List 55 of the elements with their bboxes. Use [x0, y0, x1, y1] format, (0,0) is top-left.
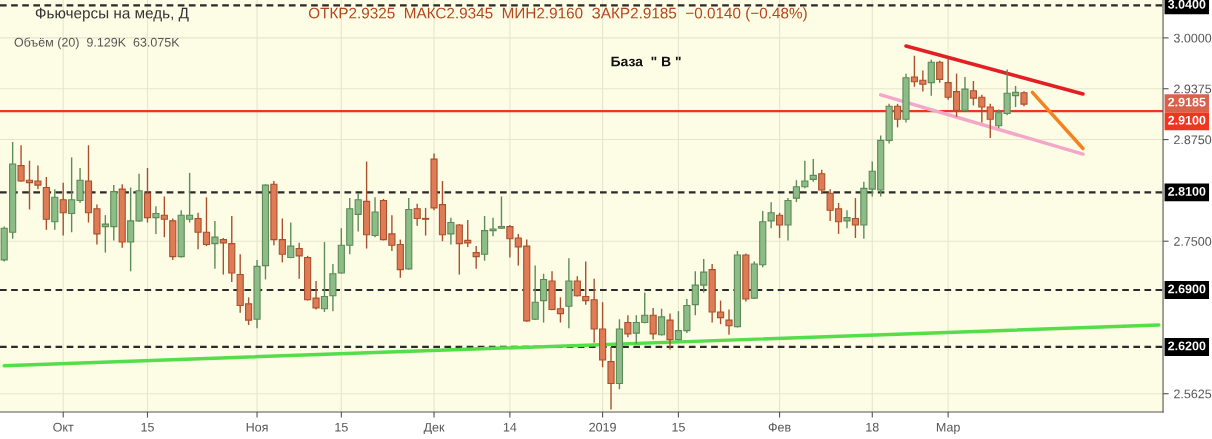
candlestick	[607, 346, 615, 411]
candlestick	[160, 195, 168, 238]
ref-line-label: 2.8100	[1168, 186, 1206, 196]
candlestick	[219, 237, 227, 276]
candlestick	[573, 275, 581, 298]
candlestick	[851, 197, 860, 239]
chart-title: Фьючерсы на медь, Д	[35, 7, 189, 22]
candlestick	[371, 196, 379, 238]
y-tick-label: 2.7500	[1174, 237, 1212, 246]
x-tick-label: Окт	[53, 422, 74, 432]
candlestick	[287, 221, 295, 259]
candlestick	[540, 273, 548, 324]
y-tick-label: 2.5625	[1174, 389, 1212, 399]
candlestick	[649, 307, 657, 341]
candlestick	[936, 59, 944, 84]
x-tick-label: 15	[335, 422, 348, 432]
candlestick	[818, 168, 826, 195]
candlestick	[211, 220, 219, 270]
x-tick-label: Ноя	[246, 422, 268, 432]
y-tick-label: 3.0000	[1173, 33, 1212, 43]
text: 2.9185	[1168, 97, 1206, 107]
candlestick	[624, 314, 632, 338]
ref-line-label: 2.9100	[1168, 115, 1206, 125]
ref-line-label: 2.6900	[1168, 284, 1206, 294]
candlestick	[961, 76, 969, 112]
candlestick	[657, 308, 666, 337]
candlestick	[531, 264, 539, 321]
x-tick-label: 15	[672, 422, 685, 432]
annotation: База " В "	[611, 56, 681, 67]
candlestick	[809, 158, 817, 183]
ref-line-label: 3.0400	[1167, 0, 1206, 9]
x-tick-label: Дек	[423, 422, 445, 434]
x-tick-label: 14	[503, 422, 517, 432]
x-tick-label: Фев	[768, 422, 791, 432]
candlestick	[893, 103, 902, 129]
y-tick-label: 2.9375	[1174, 84, 1212, 94]
candlestick	[59, 181, 67, 237]
annotation: Объём (20) 9.129K 63.075K	[14, 37, 180, 50]
candlestick	[447, 216, 455, 246]
candlestick	[927, 59, 935, 97]
chart-subtitle: ОТКР2.9325 МАКС2.9345 МИН2.9160 ЗАКР2.9185 −0.0140 (−0.48%)	[308, 7, 807, 22]
candlestick	[472, 245, 480, 270]
x-tick-label: 18	[866, 422, 879, 432]
x-tick-label: 15	[141, 422, 154, 432]
candlestick	[775, 212, 784, 239]
ref-line-label: 2.6200	[1168, 341, 1206, 351]
candlestick	[152, 205, 160, 235]
y-tick-label: 2.8750	[1174, 135, 1212, 145]
candlestick	[320, 241, 329, 313]
candlestick	[666, 312, 674, 351]
x-tick-label: Мар	[936, 422, 960, 435]
candlestick	[295, 242, 303, 280]
candlestick	[725, 308, 733, 336]
x-tick-label: 2019	[589, 422, 616, 432]
candlestick	[843, 209, 851, 229]
